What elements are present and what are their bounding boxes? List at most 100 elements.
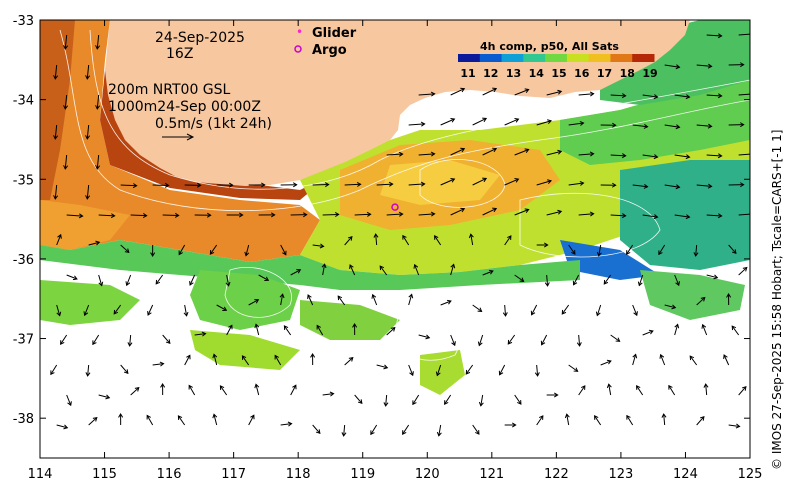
current-vector (578, 213, 594, 216)
current-vector-head (254, 323, 260, 329)
current-vector-head (717, 153, 723, 159)
current-vector (658, 244, 666, 255)
current-vector (126, 274, 132, 286)
current-vector-head (283, 325, 289, 330)
x-tick-label: 119 (350, 467, 375, 482)
current-vector-head (337, 295, 343, 301)
current-vector-head (72, 275, 78, 281)
current-vector (96, 154, 100, 169)
credit-text: © IMOS 27-Sep-2025 15:58 Hobart; Tscale=… (770, 129, 784, 470)
current-vector (626, 415, 634, 426)
current-vector-head (296, 269, 302, 274)
current-vector (245, 244, 250, 256)
current-vector (98, 394, 110, 399)
current-vector-head (155, 279, 161, 285)
current-vector (60, 334, 68, 345)
current-vector-head (83, 311, 89, 317)
x-tick-label: 121 (479, 467, 504, 482)
current-vector (738, 213, 750, 216)
current-vector-head (717, 93, 723, 99)
current-vector-head (316, 324, 321, 330)
current-vector-head (292, 384, 297, 390)
current-vector (546, 90, 562, 96)
current-vector-head (142, 213, 148, 219)
current-vector-head (492, 147, 498, 153)
current-vector (322, 264, 326, 276)
current-vector (482, 88, 497, 96)
current-vector (664, 184, 680, 188)
current-vector (283, 325, 292, 336)
current-vector-head (498, 370, 504, 376)
current-vector (728, 424, 740, 427)
current-vector (626, 244, 634, 255)
current-vector (664, 304, 676, 309)
current-vector-head (178, 250, 183, 256)
current-vector-head (643, 183, 649, 189)
current-vector-head (742, 266, 748, 272)
current-vector (290, 385, 297, 396)
current-vector-head (56, 311, 62, 317)
current-vector (472, 118, 487, 126)
current-vector-head (379, 265, 385, 271)
current-vector (632, 184, 648, 188)
current-vector-head (270, 212, 276, 218)
current-vector (312, 424, 321, 434)
current-vector-head (507, 339, 513, 345)
current-vector (514, 149, 529, 156)
current-vector (440, 118, 455, 126)
current-vector-head (446, 299, 452, 305)
colorbar-tick-label: 12 (483, 67, 498, 80)
current-vector (696, 64, 712, 67)
current-vector (147, 304, 154, 316)
current-vector (578, 334, 581, 347)
current-vector (344, 183, 361, 186)
current-vector (86, 64, 90, 79)
colorbar-tick-label: 19 (642, 67, 657, 80)
current-vector-head (408, 293, 414, 299)
current-vector (87, 364, 90, 376)
current-vector-head (517, 400, 522, 405)
current-vector-head (707, 183, 713, 189)
current-vector (610, 214, 626, 217)
current-vector (385, 394, 388, 406)
current-vector (379, 265, 388, 276)
current-vector-head (749, 152, 750, 153)
current-vector-head (579, 120, 585, 126)
current-vector-head (373, 233, 379, 238)
current-vector-head (347, 235, 353, 241)
current-vector (514, 89, 529, 96)
current-vector-head (341, 432, 347, 437)
current-vector-head (113, 309, 119, 315)
current-vector-head (477, 307, 483, 312)
current-vector (92, 334, 100, 345)
colorbar-segment (523, 54, 546, 62)
current-vector-head (626, 250, 631, 255)
current-vector-head (95, 240, 101, 246)
current-vector-head (589, 211, 595, 217)
y-tick-label: -34 (13, 94, 34, 109)
current-vector-head (279, 293, 285, 299)
current-vector (322, 393, 334, 396)
current-vector (86, 184, 90, 199)
current-vector-head (658, 250, 663, 256)
current-vector (64, 34, 68, 49)
current-vector-head (482, 177, 488, 183)
current-vector-head (228, 182, 234, 188)
current-vector-head (92, 416, 98, 422)
current-vector (594, 415, 602, 426)
current-vector (440, 178, 455, 186)
current-vector-head (435, 371, 441, 377)
current-vector-head (717, 213, 723, 219)
current-vector (536, 180, 552, 186)
current-vector (372, 294, 378, 306)
current-vector-head (544, 282, 550, 287)
current-vector-head (713, 274, 719, 280)
current-vector-head (85, 135, 91, 140)
current-vector (504, 178, 519, 186)
current-vector (504, 235, 512, 246)
current-vector-head (206, 212, 212, 218)
current-vector-head (201, 331, 207, 337)
x-tick-label: 124 (673, 467, 698, 482)
current-vector-head (434, 235, 439, 240)
current-vector-head (189, 280, 194, 286)
